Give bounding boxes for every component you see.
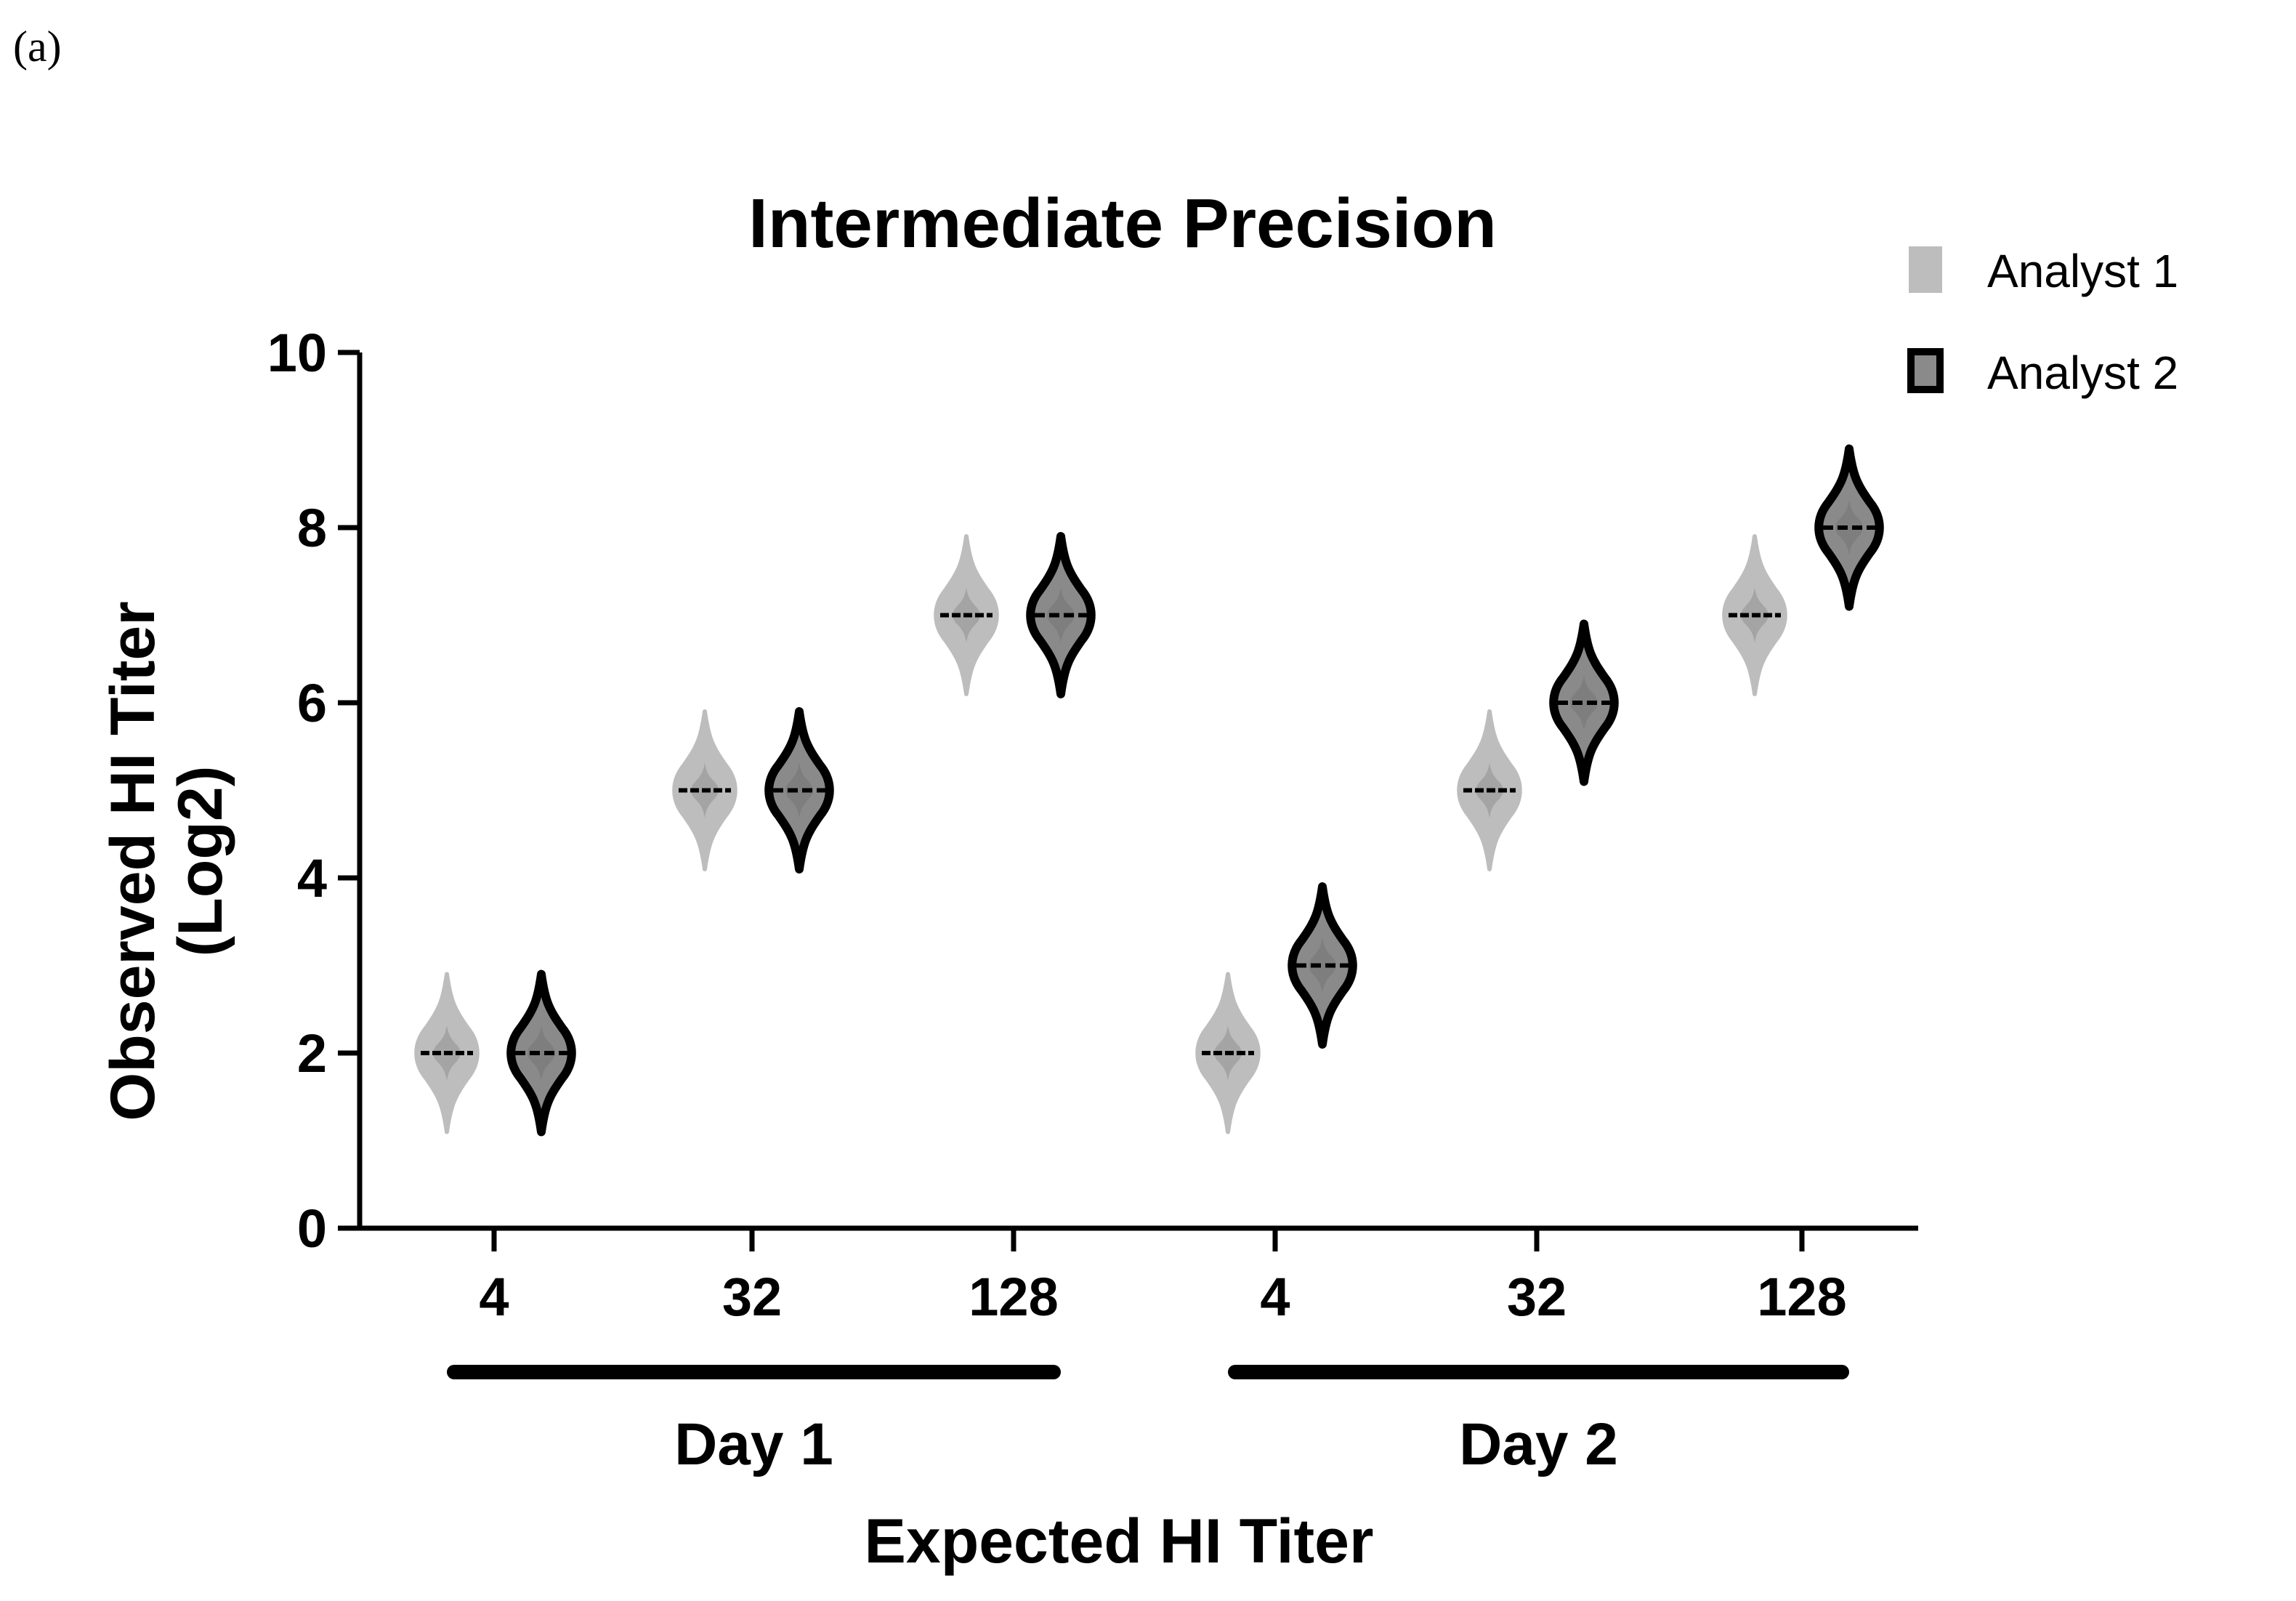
group-brackets: Day 1 Day 2 (447, 1365, 1849, 1477)
y-axis-title-line1: Observed HI Titer (98, 601, 168, 1121)
panel-label: (a) (13, 23, 62, 70)
y-axis-title-line2: (Log2) (166, 766, 235, 957)
y-tick-label: 6 (297, 673, 327, 733)
violin-inner-density (785, 762, 813, 818)
y-tick-label: 8 (297, 498, 327, 558)
violin-inner-density (1047, 587, 1075, 643)
legend-swatch-analyst-2 (1907, 348, 1944, 393)
violin-inner-density (1570, 675, 1598, 730)
legend-label-analyst-2: Analyst 2 (1987, 347, 2178, 399)
legend-swatch-analyst-1 (1909, 246, 1942, 293)
x-axis: 4 32 128 4 32 128 (360, 1225, 1918, 1327)
y-tick-label: 10 (267, 323, 327, 383)
x-tick-label: 128 (969, 1267, 1058, 1327)
x-tick-label: 32 (1507, 1267, 1567, 1327)
y-tick-label: 2 (297, 1023, 327, 1084)
x-tick-label: 32 (722, 1267, 782, 1327)
x-tick-label: 4 (1260, 1267, 1290, 1327)
x-tick-label: 4 (479, 1267, 509, 1327)
violin-inner-density (1835, 500, 1863, 555)
legend: Analyst 1 Analyst 2 (1907, 245, 2178, 399)
x-axis-title: Expected HI Titer (865, 1507, 1374, 1576)
legend-label-analyst-1: Analyst 1 (1987, 245, 2178, 297)
chart-title: Intermediate Precision (748, 185, 1497, 262)
x-tick-label: 128 (1757, 1267, 1846, 1327)
violin-inner-density (1309, 937, 1336, 993)
violin-inner-density (527, 1025, 555, 1081)
y-tick-label: 0 (297, 1198, 327, 1259)
y-tick-label: 4 (297, 848, 327, 908)
violins (414, 444, 1884, 1137)
y-axis: 0 2 4 6 8 10 (267, 323, 363, 1259)
group-label: Day 2 (1459, 1411, 1618, 1477)
group-label: Day 1 (674, 1411, 833, 1477)
